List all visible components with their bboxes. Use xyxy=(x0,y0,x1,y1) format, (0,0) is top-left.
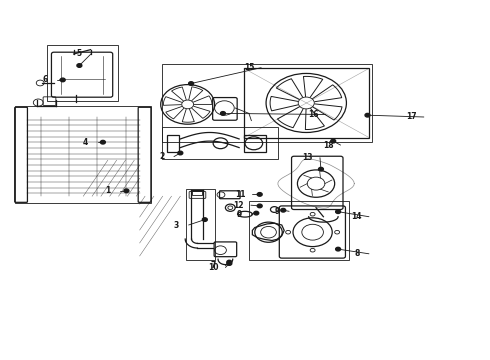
Circle shape xyxy=(365,113,370,117)
Text: 18: 18 xyxy=(323,140,334,150)
Text: 9: 9 xyxy=(274,207,279,216)
Circle shape xyxy=(257,193,262,196)
Text: 2: 2 xyxy=(159,152,164,161)
Circle shape xyxy=(227,260,232,264)
Circle shape xyxy=(331,139,336,143)
Text: 13: 13 xyxy=(302,153,313,162)
Text: 16: 16 xyxy=(308,110,319,119)
Text: 10: 10 xyxy=(208,263,219,272)
Circle shape xyxy=(257,204,262,208)
Text: 8: 8 xyxy=(354,249,359,258)
Circle shape xyxy=(254,211,259,215)
Text: 15: 15 xyxy=(244,63,254,72)
Text: 3: 3 xyxy=(174,220,179,230)
Circle shape xyxy=(77,64,82,67)
Text: 5: 5 xyxy=(77,49,82,58)
Text: 4: 4 xyxy=(83,138,88,147)
Circle shape xyxy=(227,262,232,265)
Text: 17: 17 xyxy=(406,112,417,121)
Circle shape xyxy=(202,218,207,221)
Circle shape xyxy=(220,112,225,115)
Circle shape xyxy=(189,82,194,85)
Text: 9: 9 xyxy=(237,210,242,219)
Text: 11: 11 xyxy=(235,190,245,199)
Text: 12: 12 xyxy=(233,201,244,210)
Circle shape xyxy=(100,140,105,144)
Circle shape xyxy=(60,78,65,82)
Text: 14: 14 xyxy=(351,212,362,221)
Text: 7: 7 xyxy=(211,261,216,270)
Text: 6: 6 xyxy=(43,76,48,85)
Circle shape xyxy=(281,208,286,212)
Text: 1: 1 xyxy=(105,186,110,195)
Circle shape xyxy=(318,167,323,171)
Circle shape xyxy=(336,247,341,251)
Circle shape xyxy=(336,210,341,213)
Circle shape xyxy=(124,189,129,193)
Circle shape xyxy=(178,151,183,155)
